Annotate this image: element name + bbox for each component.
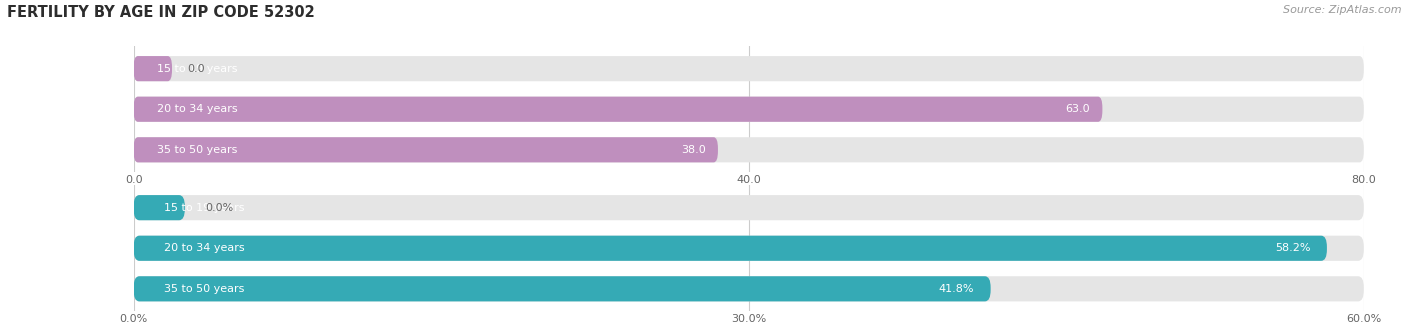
Text: 41.8%: 41.8% xyxy=(939,284,974,294)
FancyBboxPatch shape xyxy=(134,137,718,163)
Text: FERTILITY BY AGE IN ZIP CODE 52302: FERTILITY BY AGE IN ZIP CODE 52302 xyxy=(7,5,315,20)
FancyBboxPatch shape xyxy=(134,137,1364,163)
Text: 20 to 34 years: 20 to 34 years xyxy=(165,243,245,253)
FancyBboxPatch shape xyxy=(134,56,172,81)
FancyBboxPatch shape xyxy=(134,195,1364,220)
FancyBboxPatch shape xyxy=(134,195,184,220)
Text: 15 to 19 years: 15 to 19 years xyxy=(156,64,238,74)
Text: 20 to 34 years: 20 to 34 years xyxy=(156,104,238,114)
Text: 15 to 19 years: 15 to 19 years xyxy=(165,203,245,213)
Text: 63.0: 63.0 xyxy=(1066,104,1090,114)
Text: Source: ZipAtlas.com: Source: ZipAtlas.com xyxy=(1284,5,1402,15)
FancyBboxPatch shape xyxy=(134,236,1364,261)
Text: 38.0: 38.0 xyxy=(681,145,706,155)
Text: 58.2%: 58.2% xyxy=(1275,243,1310,253)
FancyBboxPatch shape xyxy=(134,56,1364,81)
FancyBboxPatch shape xyxy=(134,276,991,302)
FancyBboxPatch shape xyxy=(134,236,1327,261)
FancyBboxPatch shape xyxy=(134,97,1364,122)
FancyBboxPatch shape xyxy=(134,276,1364,302)
Text: 35 to 50 years: 35 to 50 years xyxy=(156,145,238,155)
FancyBboxPatch shape xyxy=(134,97,1102,122)
Text: 35 to 50 years: 35 to 50 years xyxy=(165,284,245,294)
Text: 0.0%: 0.0% xyxy=(205,203,233,213)
Text: 0.0: 0.0 xyxy=(187,64,205,74)
